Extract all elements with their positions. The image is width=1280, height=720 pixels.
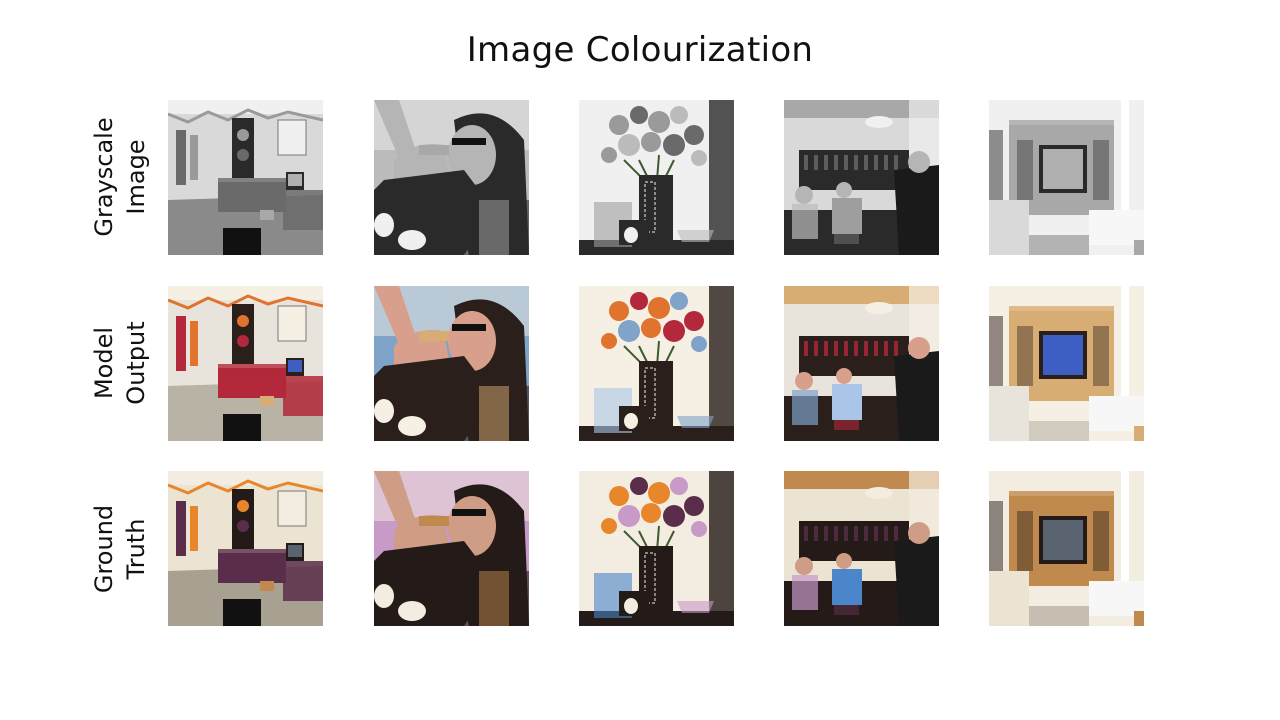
figure-title: Image Colourization [466, 30, 814, 70]
model-image-flower-vase [579, 286, 734, 441]
model-image-living-room-with-posters [168, 286, 323, 441]
gray-image-flower-vase [579, 100, 734, 255]
model-image-bar-with-people [784, 286, 939, 441]
gray-image-tv-cabinet-room [989, 100, 1144, 255]
model-image-woman-eating [374, 286, 529, 441]
gray-image-living-room-with-posters [168, 100, 323, 255]
row-label-ground-truth: Ground Truth [90, 504, 150, 594]
truth-image-woman-eating [374, 471, 529, 626]
truth-image-tv-cabinet-room [989, 471, 1144, 626]
row-label-grayscale: Grayscale Image [90, 117, 150, 237]
row-label-model-output: Model Output [90, 321, 150, 405]
truth-image-bar-with-people [784, 471, 939, 626]
truth-image-living-room-with-posters [168, 471, 323, 626]
gray-image-woman-eating [374, 100, 529, 255]
truth-image-flower-vase [579, 471, 734, 626]
gray-image-bar-with-people [784, 100, 939, 255]
model-image-tv-cabinet-room [989, 286, 1144, 441]
